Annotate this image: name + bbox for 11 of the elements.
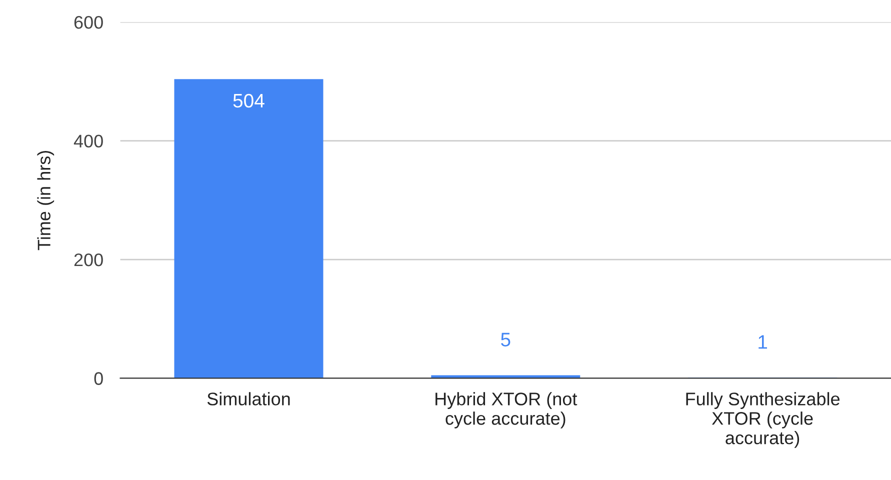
y-tick-label: 600 (74, 16, 103, 29)
x-tick-label: Fully Synthesizable XTOR (cycle accurate) (686, 392, 840, 448)
x-tick-label: Simulation (207, 392, 290, 406)
y-axis-title: Time (in hrs) (37, 150, 54, 250)
y-tick-label: 400 (74, 134, 103, 148)
data-label: 504 (233, 94, 264, 108)
data-label: 5 (501, 332, 510, 346)
y-tick-label: 0 (94, 372, 103, 385)
x-tick-label: Hybrid XTOR (not cycle accurate) (436, 392, 578, 428)
data-label: 1 (758, 335, 768, 349)
y-tick-label: 200 (74, 253, 103, 266)
